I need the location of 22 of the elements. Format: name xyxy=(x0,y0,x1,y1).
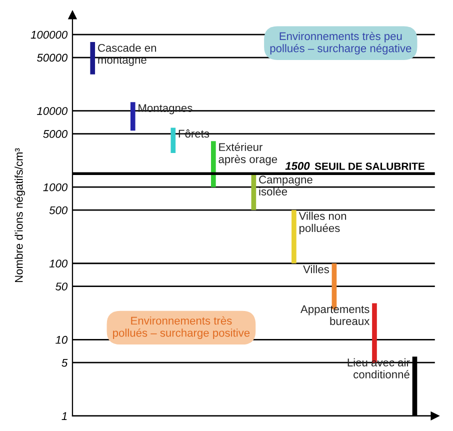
y-tick-label: 5000 xyxy=(43,130,68,138)
y-axis-title: Nombre d'ions négatifs/cm³ xyxy=(14,148,25,282)
series-label: Appartements bureaux xyxy=(300,305,370,326)
annotation: Environnements très pollués – surcharge positive xyxy=(113,316,250,339)
y-tick-label: 100 xyxy=(49,260,68,268)
series-label: Campagne isolée xyxy=(259,176,312,196)
y-tick-label: 1 xyxy=(62,412,67,420)
series-label: Villes xyxy=(303,265,329,274)
y-tick-label: 1000 xyxy=(43,183,68,192)
y-tick-label: 500 xyxy=(49,206,68,214)
series-label: Cascade en montagne xyxy=(98,44,156,66)
annotation: Environnements très peu pollués – surcharge négative xyxy=(270,32,412,54)
y-tick-label: 100000 xyxy=(30,30,68,39)
annotation: SEUIL DE SALUBRITE xyxy=(314,162,425,170)
series-label: Villes non polluées xyxy=(298,212,346,234)
y-tick-label: 50000 xyxy=(36,54,68,62)
series-label: Extérieur après orage xyxy=(218,142,278,166)
y-tick-label: 5 xyxy=(62,358,68,367)
y-tick-label: 10 xyxy=(56,336,68,344)
y-tick-label: 50 xyxy=(56,282,68,290)
ref-line-label: 1500 xyxy=(285,162,310,170)
y-tick-label: 10000 xyxy=(37,107,68,115)
